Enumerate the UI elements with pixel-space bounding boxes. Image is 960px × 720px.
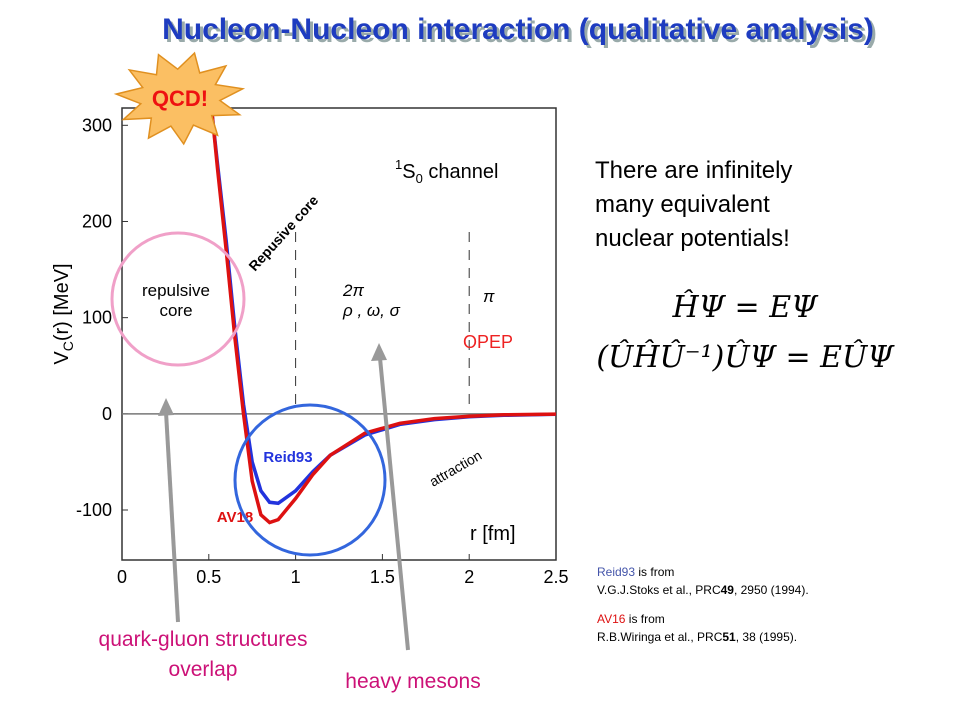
chart: 0 0.5 1 1.5 2 2.5 -100 0 100 200 300 VC(r) [MeV] r [… <box>51 107 569 587</box>
ref-name: Reid93 <box>597 565 635 579</box>
ref-text: , 38 (1995). <box>736 630 797 644</box>
y-tick-label: 100 <box>82 308 112 328</box>
ref-vol: 51 <box>722 630 736 644</box>
caption: quark-gluon structures <box>99 628 308 651</box>
statement: many equivalent <box>595 191 770 218</box>
x-tick-label: 2 <box>464 567 474 587</box>
ref-vol: 49 <box>721 583 735 597</box>
y-axis-label-part: (r) [MeV] <box>51 263 73 341</box>
burst: QCD! <box>113 51 246 146</box>
arrow-head <box>158 398 174 416</box>
channel-label: 1S0 channel <box>395 157 498 186</box>
y-tick-label: 0 <box>102 404 112 424</box>
ref-text: R.B.Wiringa et al., PRC <box>597 630 723 644</box>
ref-text: V.G.J.Stoks et al., PRC <box>597 583 721 597</box>
x-tick-label: 1 <box>291 567 301 587</box>
x-tick-label: 2.5 <box>543 567 568 587</box>
reference: AV16 is from <box>597 612 665 626</box>
burst-label: QCD! <box>152 86 208 111</box>
ref-name: AV16 <box>597 612 626 626</box>
equation: ĤΨ = EΨ <box>672 289 820 325</box>
y-tick-label: 300 <box>82 115 112 135</box>
y-axis-label: VC(r) [MeV] <box>51 263 76 364</box>
reference: V.G.J.Stoks et al., PRC49, 2950 (1994). <box>597 583 809 597</box>
arrow-head <box>371 343 387 361</box>
ref-tail: is from <box>625 612 664 626</box>
ref-tail: is from <box>635 565 674 579</box>
highlight-circle <box>110 231 246 367</box>
ref-text: , 2950 (1994). <box>734 583 809 597</box>
x-tick-label: 0 <box>117 567 127 587</box>
channel-part: 0 <box>416 171 423 186</box>
x-tick-label: 0.5 <box>196 567 221 587</box>
x-axis-label: r [fm] <box>470 523 516 545</box>
y-axis-label-part: V <box>51 351 73 365</box>
region-label: 2π <box>342 281 364 300</box>
region-label: repulsive <box>142 281 210 300</box>
series-label: Reid93 <box>263 449 312 466</box>
opep-label: OPEP <box>463 332 513 352</box>
title-shadow: Nucleon-Nucleon interaction (qualitative… <box>165 16 877 49</box>
y-axis-label-part: C <box>60 341 76 351</box>
caption: overlap <box>169 658 238 681</box>
channel-part: channel <box>423 161 499 183</box>
reference: R.B.Wiringa et al., PRC51, 38 (1995). <box>597 630 797 644</box>
reference: Reid93 is from <box>597 565 674 579</box>
channel-part: S <box>402 161 415 183</box>
region-label: π <box>483 287 495 306</box>
series-line <box>210 115 557 525</box>
statement: There are infinitely <box>595 157 792 184</box>
equation: (ÛĤÛ⁻¹)ÛΨ = EÛΨ <box>596 339 895 375</box>
title: Nucleon-Nucleon interaction (qualitative… <box>162 13 874 46</box>
x-tick-label: 1.5 <box>370 567 395 587</box>
arrow <box>164 411 180 623</box>
highlight-circle <box>233 403 387 557</box>
caption: heavy mesons <box>345 670 480 693</box>
burst-shape <box>113 51 246 146</box>
channel-part: 1 <box>395 157 402 172</box>
statement: nuclear potentials! <box>595 225 790 252</box>
y-tick-label: -100 <box>76 500 112 520</box>
note: Repusive core <box>245 192 321 274</box>
region-label: core <box>159 301 192 320</box>
y-tick-label: 200 <box>82 211 112 231</box>
region-label: ρ , ω, σ <box>342 301 401 320</box>
arrow <box>378 357 410 651</box>
note: attraction <box>427 447 485 490</box>
